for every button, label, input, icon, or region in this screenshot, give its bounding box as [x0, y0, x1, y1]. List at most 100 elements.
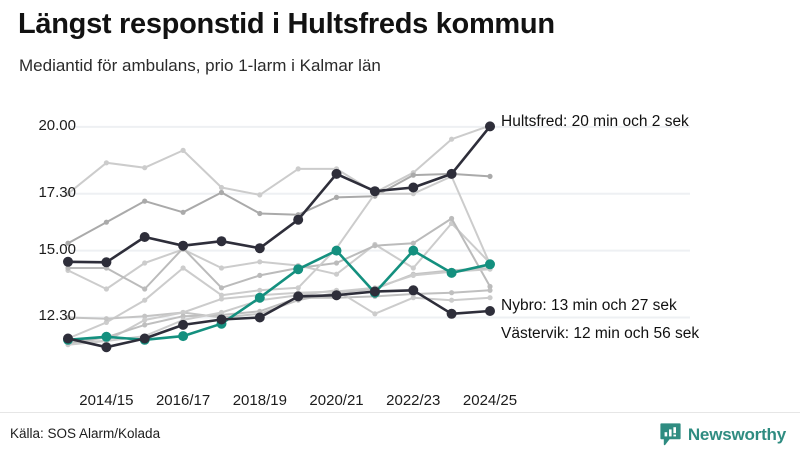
- series-annotation-hultsfred: Hultsfred: 20 min och 2 sek: [501, 113, 689, 130]
- data-point: [410, 272, 416, 278]
- data-point: [410, 265, 416, 271]
- data-point: [142, 198, 148, 204]
- data-point: [449, 215, 455, 222]
- data-point: [63, 256, 73, 267]
- data-point: [446, 308, 457, 319]
- data-point: [218, 309, 225, 316]
- data-point: [101, 331, 112, 342]
- data-point: [410, 240, 416, 246]
- data-point: [254, 292, 265, 303]
- data-point: [63, 333, 73, 344]
- series-line-context: [67, 172, 491, 245]
- source-note: Källa: SOS Alarm/Kolada: [10, 426, 161, 441]
- data-point: [103, 160, 109, 166]
- data-point: [216, 236, 227, 247]
- data-point: [485, 121, 495, 132]
- data-point: [485, 306, 495, 316]
- data-point: [257, 272, 263, 278]
- line-chart-svg: [63, 121, 690, 353]
- data-point: [218, 285, 225, 291]
- data-point: [449, 290, 455, 296]
- x-axis-tick-label: 2014/15: [79, 392, 134, 409]
- y-axis-tick-label: 20.00: [38, 116, 76, 134]
- data-point: [257, 192, 263, 198]
- data-point: [65, 314, 71, 321]
- data-point: [142, 313, 148, 319]
- data-point: [331, 290, 342, 301]
- data-point: [295, 166, 301, 172]
- data-point: [178, 331, 189, 342]
- data-point: [178, 240, 189, 251]
- data-point: [485, 259, 495, 270]
- plot-area: 20.00 17.30 15.00 12.30: [0, 95, 800, 385]
- data-point: [333, 271, 340, 277]
- x-axis-tick-label: 2022/23: [386, 392, 441, 409]
- data-point: [142, 322, 148, 328]
- data-point: [180, 209, 186, 215]
- data-point: [101, 257, 112, 268]
- chart-subtitle: Mediantid för ambulans, prio 1-larm i Ka…: [19, 56, 381, 75]
- data-point: [142, 165, 148, 171]
- data-point: [449, 297, 455, 303]
- x-axis-tick-label: 2020/21: [309, 392, 364, 409]
- data-point: [218, 292, 225, 298]
- data-point: [408, 285, 419, 296]
- series-line-context: [67, 217, 491, 290]
- data-point: [293, 291, 304, 302]
- data-point: [369, 286, 380, 297]
- data-point: [103, 316, 109, 322]
- page-title: Längst responstid i Hultsfreds kommun: [18, 8, 555, 40]
- series-line-context: [67, 289, 491, 346]
- data-point: [65, 265, 71, 271]
- data-point: [372, 311, 378, 317]
- data-point: [449, 136, 455, 142]
- data-point: [65, 240, 71, 246]
- x-axis-tick-label: 2018/19: [232, 392, 287, 409]
- data-point: [293, 214, 304, 225]
- x-axis-tick-label: 2024/25: [462, 392, 518, 409]
- data-point: [257, 210, 263, 217]
- data-point: [372, 243, 378, 249]
- data-point: [101, 342, 112, 353]
- data-point: [103, 286, 109, 292]
- data-point: [254, 312, 265, 323]
- data-point: [218, 296, 225, 302]
- data-point: [180, 265, 186, 271]
- data-point: [178, 319, 189, 330]
- data-point: [139, 232, 150, 242]
- data-point: [142, 297, 148, 303]
- data-point: [293, 264, 304, 275]
- data-point: [331, 168, 342, 179]
- data-point: [410, 172, 416, 178]
- data-point: [408, 182, 419, 193]
- data-point: [333, 260, 340, 266]
- data-point: [257, 259, 263, 265]
- footer-divider: [0, 412, 800, 413]
- data-point: [410, 191, 416, 197]
- data-point: [333, 194, 340, 200]
- series-line-highlight: [66, 289, 492, 349]
- data-point: [487, 295, 493, 301]
- data-point: [331, 245, 342, 256]
- data-point: [218, 265, 225, 271]
- y-axis-tick-label: 17.30: [38, 183, 76, 201]
- data-point: [180, 313, 186, 319]
- data-point: [142, 260, 148, 266]
- data-point: [257, 308, 263, 314]
- series-line-context: [67, 175, 491, 340]
- data-point: [446, 168, 457, 179]
- y-axis-tick-label: 12.30: [38, 307, 76, 325]
- series-line-context: [67, 124, 491, 196]
- data-point: [142, 317, 148, 323]
- data-point: [295, 285, 301, 291]
- data-point: [103, 219, 109, 225]
- data-point: [180, 309, 186, 316]
- series-annotation-västervik: Västervik: 12 min och 56 sek: [501, 325, 700, 342]
- data-point: [103, 319, 109, 325]
- data-point: [218, 189, 225, 196]
- data-point: [487, 287, 493, 293]
- x-axis-tick-label: 2016/17: [155, 392, 211, 409]
- newsworthy-logo[interactable]: Newsworthy: [660, 423, 786, 446]
- data-point: [257, 287, 263, 293]
